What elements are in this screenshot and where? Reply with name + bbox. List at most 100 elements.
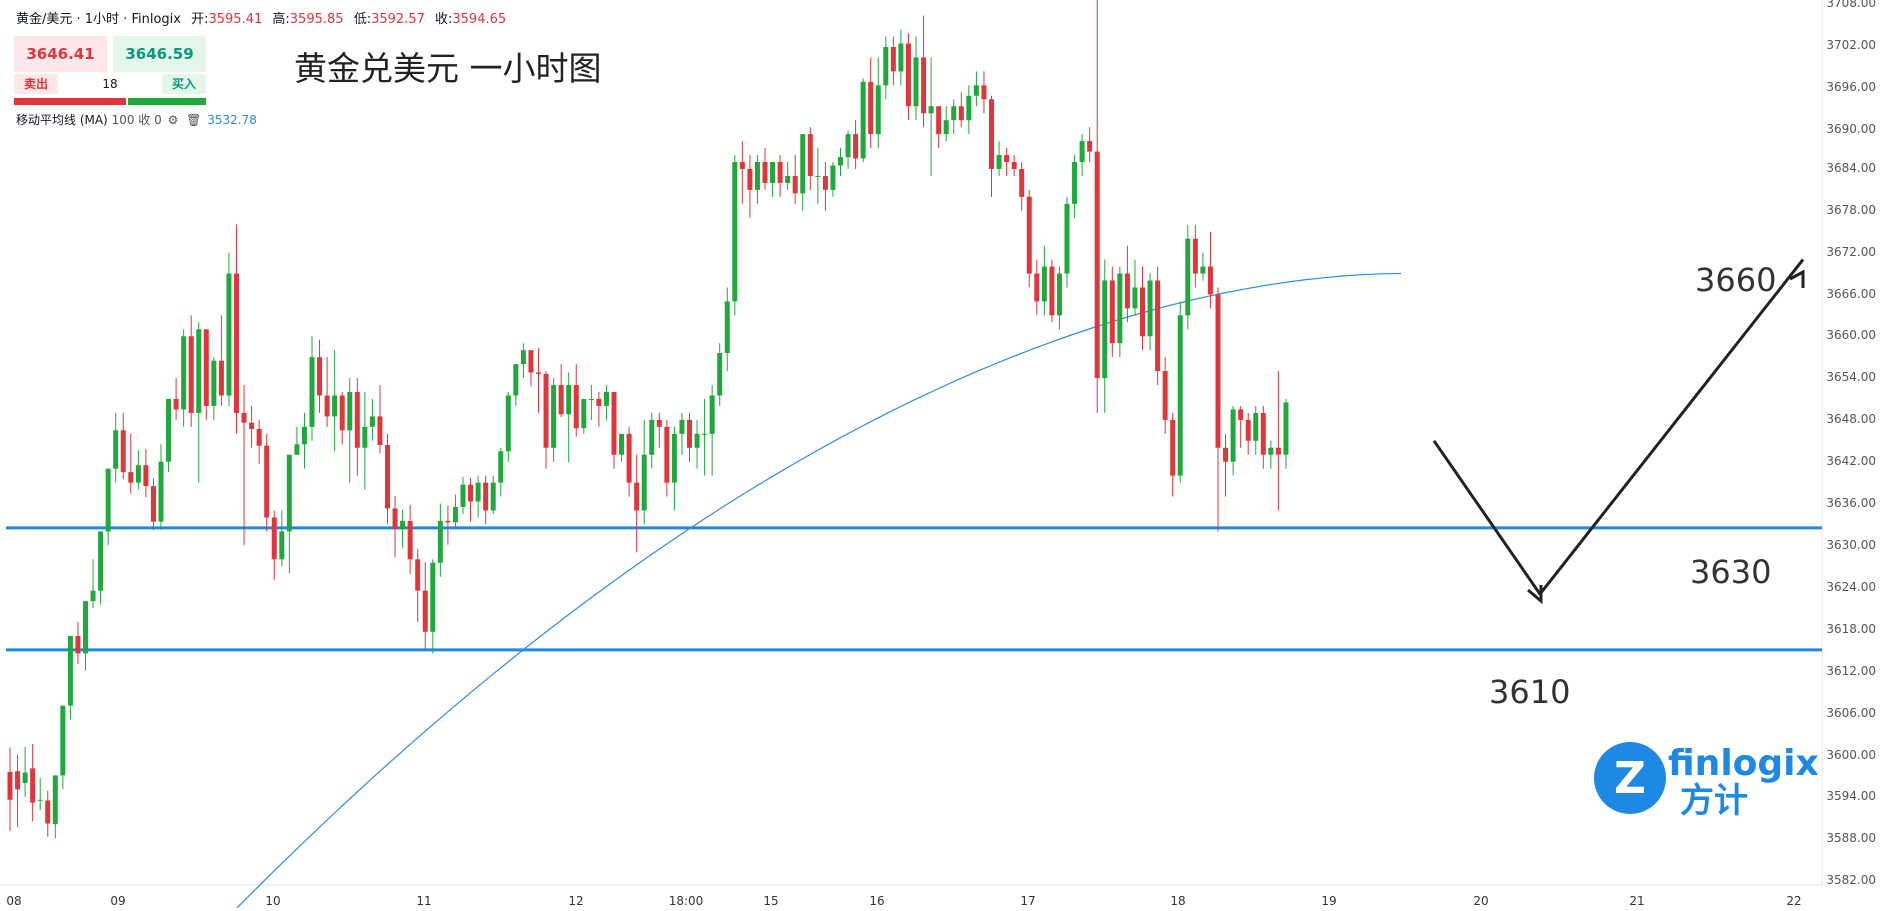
y-tick-label: 3642.00 (1826, 454, 1876, 468)
candle (724, 287, 730, 372)
candle (913, 36, 919, 121)
candle-body (747, 168, 753, 190)
candle-body (128, 472, 134, 483)
candle (490, 475, 496, 514)
candle-body (90, 590, 96, 602)
y-tick-label: 3612.00 (1826, 664, 1876, 678)
candle (45, 790, 51, 837)
candle (445, 505, 451, 545)
candle-body (1268, 447, 1274, 455)
candle-body (1011, 162, 1017, 169)
candle (936, 106, 942, 149)
candle (460, 477, 466, 514)
candle (15, 754, 21, 827)
candle-body (1140, 287, 1145, 337)
candle-body (452, 507, 458, 523)
y-tick-label: 3600.00 (1826, 748, 1876, 762)
candle (90, 559, 96, 609)
candle-body (407, 520, 413, 560)
candle-body (196, 329, 202, 413)
candle-body (264, 445, 270, 518)
quantity-input[interactable]: 18 (102, 77, 118, 91)
candle-body (1170, 419, 1176, 476)
candle (468, 477, 474, 522)
candle (173, 378, 179, 420)
y-tick-label: 3654.00 (1826, 370, 1876, 384)
candle (407, 504, 413, 574)
candle-body (838, 157, 843, 166)
candle-body (520, 350, 526, 365)
buy-price-button[interactable]: 3646.59 (113, 36, 206, 72)
candle-body (581, 398, 587, 429)
candle (332, 350, 338, 452)
level-label: 3660 (1695, 261, 1776, 299)
candle-body (807, 134, 813, 176)
candle (241, 385, 247, 546)
candle-body (430, 562, 436, 632)
candle-body (505, 395, 511, 452)
candle-body (815, 175, 821, 177)
high-label: 高: (272, 12, 290, 27)
candle-body (83, 601, 88, 654)
projection-path (1432, 258, 1805, 596)
candle (113, 412, 119, 483)
candle-body (596, 398, 602, 406)
candle-body (951, 106, 957, 121)
candle (853, 120, 859, 169)
symbol-label[interactable]: 黄金/美元 · 1小时 · Finlogix (16, 12, 181, 27)
candle (770, 162, 776, 197)
x-tick-label: 11 (416, 894, 431, 908)
y-tick-label: 3648.00 (1826, 412, 1876, 426)
y-tick-label: 3594.00 (1826, 789, 1876, 803)
candle-body (800, 134, 806, 194)
candle (52, 775, 58, 839)
candle-body (143, 465, 149, 487)
candle (1019, 162, 1025, 211)
indicator-label[interactable]: 移动平均线 (MA) (16, 113, 108, 127)
sell-button[interactable]: 卖出 (14, 74, 58, 94)
gear-icon[interactable]: ⚙ (167, 113, 179, 127)
candle-body (717, 352, 723, 396)
candle-body (52, 775, 58, 825)
candle-body (573, 385, 579, 429)
candle-body (460, 484, 466, 508)
candle-body (226, 273, 232, 396)
candle (1238, 405, 1244, 448)
candle (1041, 245, 1047, 316)
trash-icon[interactable]: 🗑 (186, 113, 202, 127)
y-tick-label: 3630.00 (1826, 538, 1876, 552)
logo-circle (1594, 742, 1666, 814)
candle (702, 398, 708, 476)
candle (747, 155, 753, 218)
candle-body (241, 412, 247, 423)
candle (520, 343, 526, 379)
candle (1117, 266, 1123, 358)
buy-ratio-bar (128, 98, 206, 105)
candle-body (173, 398, 179, 410)
candle (309, 336, 315, 441)
buy-button[interactable]: 买入 (162, 74, 206, 94)
candle (354, 378, 360, 476)
candle (1064, 196, 1070, 288)
y-tick-label: 3690.00 (1826, 122, 1876, 136)
candle-body (385, 444, 390, 509)
sell-price-button[interactable]: 3646.41 (14, 36, 107, 72)
candle-body (671, 433, 677, 483)
candle (966, 85, 972, 135)
candle-body (822, 175, 828, 190)
candle-body (679, 419, 685, 434)
candle-body (218, 360, 224, 396)
candle (588, 385, 594, 420)
x-tick-label: 15 (763, 894, 778, 908)
candle-body (928, 106, 934, 114)
candle (1162, 357, 1168, 434)
candle (792, 155, 798, 204)
y-tick-label: 3582.00 (1826, 873, 1876, 887)
candle (1230, 405, 1236, 476)
close-label: 收: (434, 12, 453, 27)
candle-body (271, 517, 277, 560)
candle (1207, 231, 1213, 309)
y-tick-label: 3666.00 (1826, 287, 1876, 301)
candle-body (234, 273, 239, 413)
